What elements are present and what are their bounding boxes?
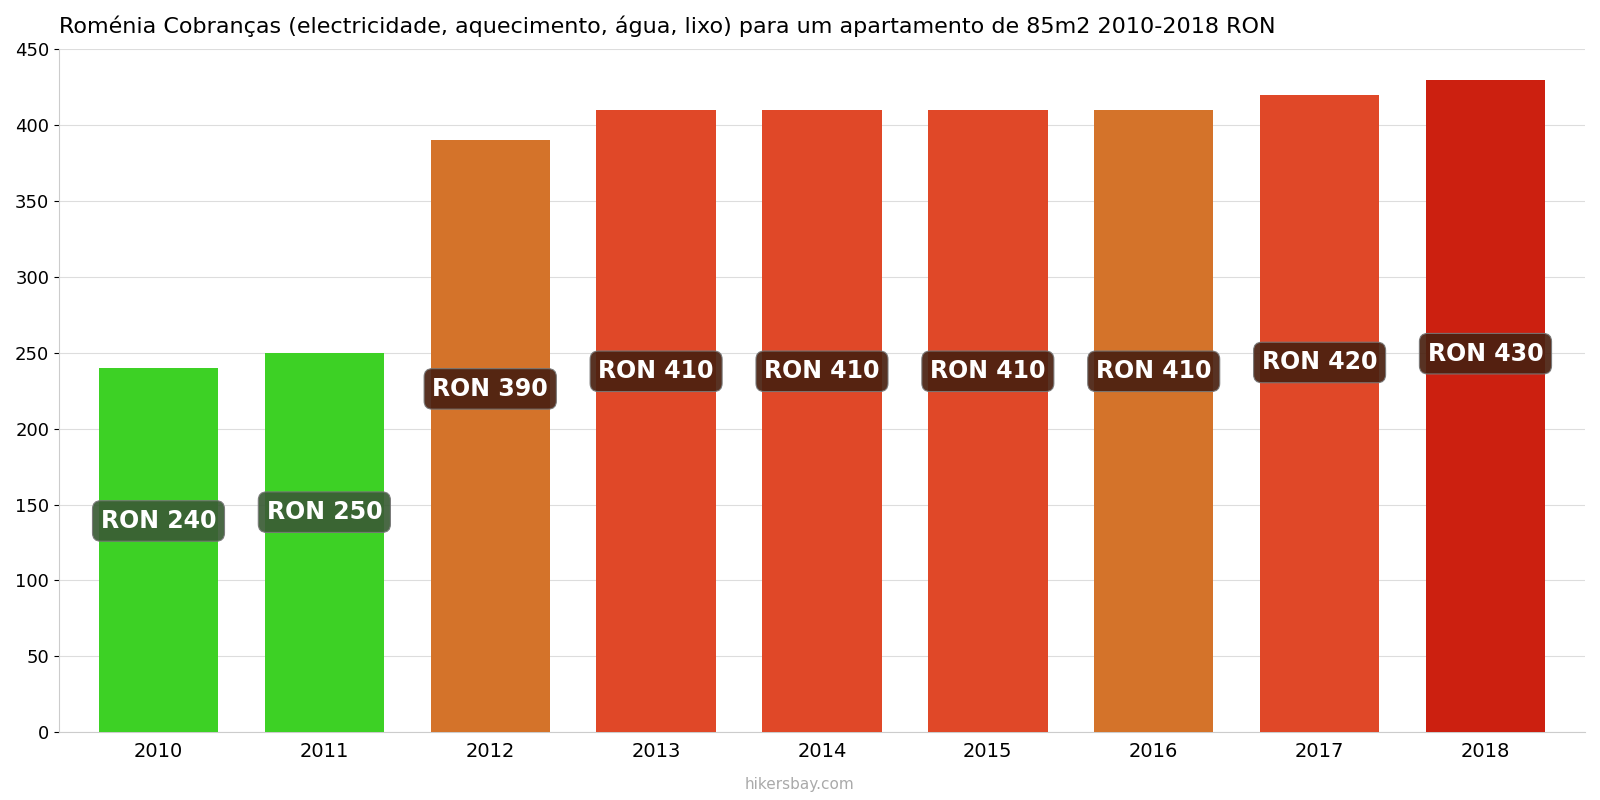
Text: RON 390: RON 390 — [432, 377, 549, 401]
Text: RON 420: RON 420 — [1262, 350, 1378, 374]
Bar — [1426, 79, 1546, 732]
Bar — [1259, 94, 1379, 732]
Text: Roménia Cobranças (electricidade, aquecimento, água, lixo) para um apartamento d: Roménia Cobranças (electricidade, aqueci… — [59, 15, 1275, 37]
Text: RON 430: RON 430 — [1427, 342, 1544, 366]
Text: RON 410: RON 410 — [765, 359, 880, 383]
Bar — [928, 110, 1048, 732]
Text: RON 240: RON 240 — [101, 509, 216, 533]
Text: RON 410: RON 410 — [1096, 359, 1211, 383]
Bar — [1094, 110, 1213, 732]
Text: RON 410: RON 410 — [930, 359, 1046, 383]
Bar — [264, 353, 384, 732]
Text: hikersbay.com: hikersbay.com — [746, 777, 854, 792]
Bar — [430, 140, 550, 732]
Bar — [762, 110, 882, 732]
Bar — [597, 110, 715, 732]
Text: RON 250: RON 250 — [267, 500, 382, 524]
Bar — [99, 368, 218, 732]
Text: RON 410: RON 410 — [598, 359, 714, 383]
